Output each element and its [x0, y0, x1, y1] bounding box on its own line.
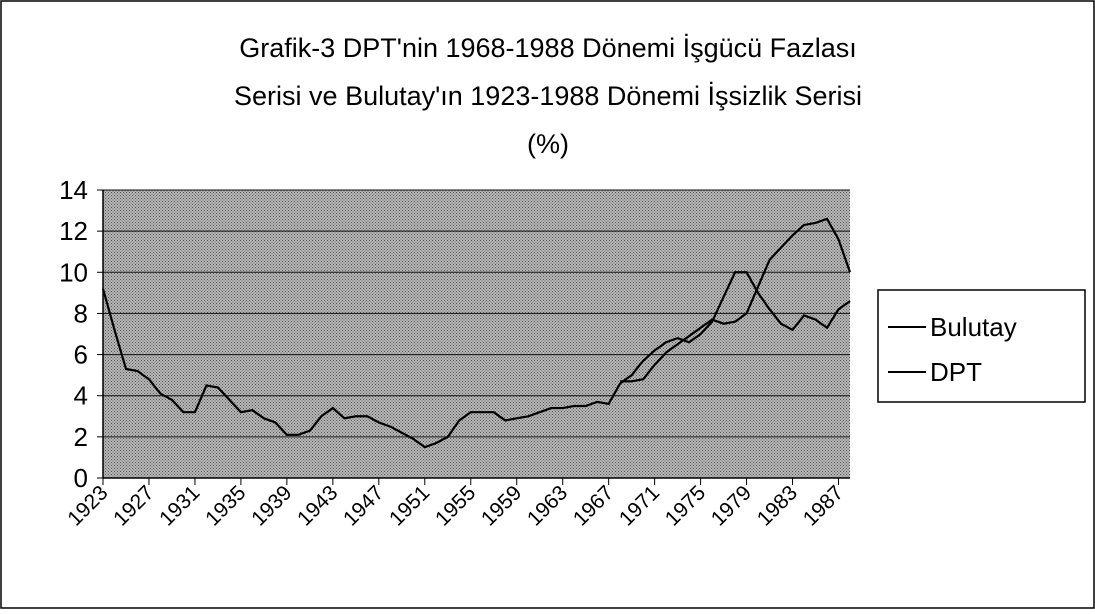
y-tick-label: 2 [74, 422, 88, 452]
series-line [620, 217, 852, 383]
series-line [101, 271, 851, 449]
y-tick-label: 0 [74, 463, 88, 493]
chart-title: Serisi ve Bulutay'ın 1923-1988 Dönemi İş… [234, 80, 862, 111]
y-tick-label: 4 [74, 381, 88, 411]
y-tick-label: 10 [59, 257, 88, 287]
chart-title: (%) [527, 129, 569, 159]
chart-title: Grafik-3 DPT'nin 1968-1988 Dönemi İşgücü… [239, 32, 856, 63]
legend-label: Bulutay [930, 312, 1017, 342]
legend [877, 289, 1086, 403]
plot-area [103, 190, 850, 478]
y-tick-label: 14 [59, 175, 88, 205]
y-tick-label: 8 [74, 298, 88, 328]
legend-label: DPT [930, 357, 982, 387]
y-tick-label: 12 [59, 216, 88, 246]
y-tick-label: 6 [74, 340, 88, 370]
